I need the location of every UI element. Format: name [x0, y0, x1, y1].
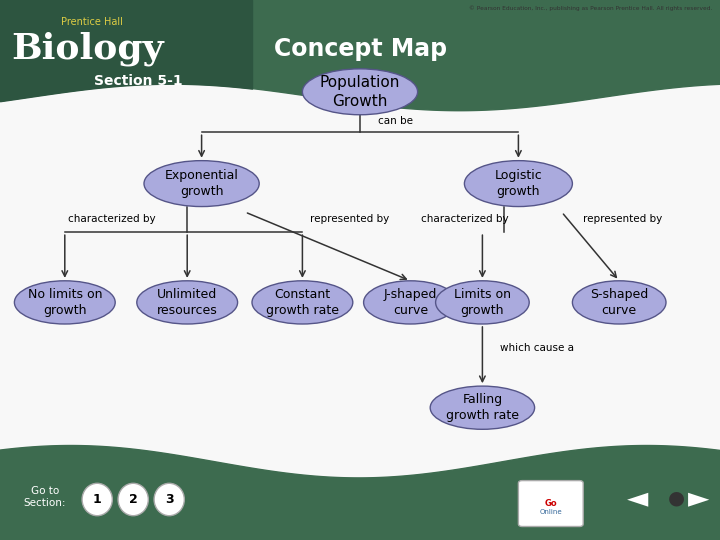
Text: which cause a: which cause a [500, 343, 575, 353]
Text: ◄: ◄ [626, 484, 648, 512]
Text: characterized by: characterized by [68, 214, 156, 224]
Text: 1: 1 [93, 493, 102, 506]
Text: Population
Growth: Population Growth [320, 75, 400, 109]
Text: 3: 3 [165, 493, 174, 506]
Text: Concept Map: Concept Map [274, 37, 446, 60]
Ellipse shape [572, 281, 666, 324]
Text: Section 5-1: Section 5-1 [94, 74, 182, 88]
Ellipse shape [252, 281, 353, 324]
Ellipse shape [118, 483, 148, 516]
Text: © Pearson Education, Inc., publishing as Pearson Prentice Hall. All rights reser: © Pearson Education, Inc., publishing as… [469, 5, 713, 11]
Ellipse shape [302, 69, 418, 115]
Ellipse shape [82, 483, 112, 516]
Ellipse shape [144, 160, 259, 206]
Text: represented by: represented by [310, 214, 389, 224]
Ellipse shape [137, 281, 238, 324]
Ellipse shape [464, 160, 572, 206]
Text: S-shaped
curve: S-shaped curve [590, 288, 648, 317]
Ellipse shape [364, 281, 457, 324]
Text: Limits on
growth: Limits on growth [454, 288, 511, 317]
Text: Constant
growth rate: Constant growth rate [266, 288, 339, 317]
Text: Go: Go [544, 499, 557, 508]
Text: Online: Online [539, 509, 562, 515]
Text: Unlimited
resources: Unlimited resources [157, 288, 217, 317]
Text: Biology: Biology [11, 31, 163, 66]
FancyBboxPatch shape [518, 481, 583, 526]
Text: J-shaped
curve: J-shaped curve [384, 288, 437, 317]
Text: 2: 2 [129, 493, 138, 506]
Text: Exponential
growth: Exponential growth [165, 169, 238, 198]
Ellipse shape [436, 281, 529, 324]
Ellipse shape [431, 386, 534, 429]
Text: Prentice Hall: Prentice Hall [61, 17, 123, 26]
Text: characterized by: characterized by [420, 214, 508, 224]
Text: represented by: represented by [583, 214, 662, 224]
Text: Go to
Section:: Go to Section: [23, 486, 66, 508]
Text: ●: ● [668, 488, 685, 508]
Text: ►: ► [688, 484, 709, 512]
Ellipse shape [154, 483, 184, 516]
Ellipse shape [14, 281, 115, 324]
Text: can be: can be [378, 116, 413, 126]
Text: Logistic
growth: Logistic growth [495, 169, 542, 198]
Text: No limits on
growth: No limits on growth [27, 288, 102, 317]
Text: Falling
growth rate: Falling growth rate [446, 393, 519, 422]
